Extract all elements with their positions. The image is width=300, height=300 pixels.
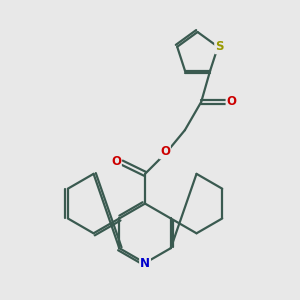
Text: N: N xyxy=(140,257,150,270)
Text: O: O xyxy=(226,95,236,108)
Text: O: O xyxy=(111,154,121,168)
Text: S: S xyxy=(215,40,224,53)
Text: O: O xyxy=(160,146,170,158)
